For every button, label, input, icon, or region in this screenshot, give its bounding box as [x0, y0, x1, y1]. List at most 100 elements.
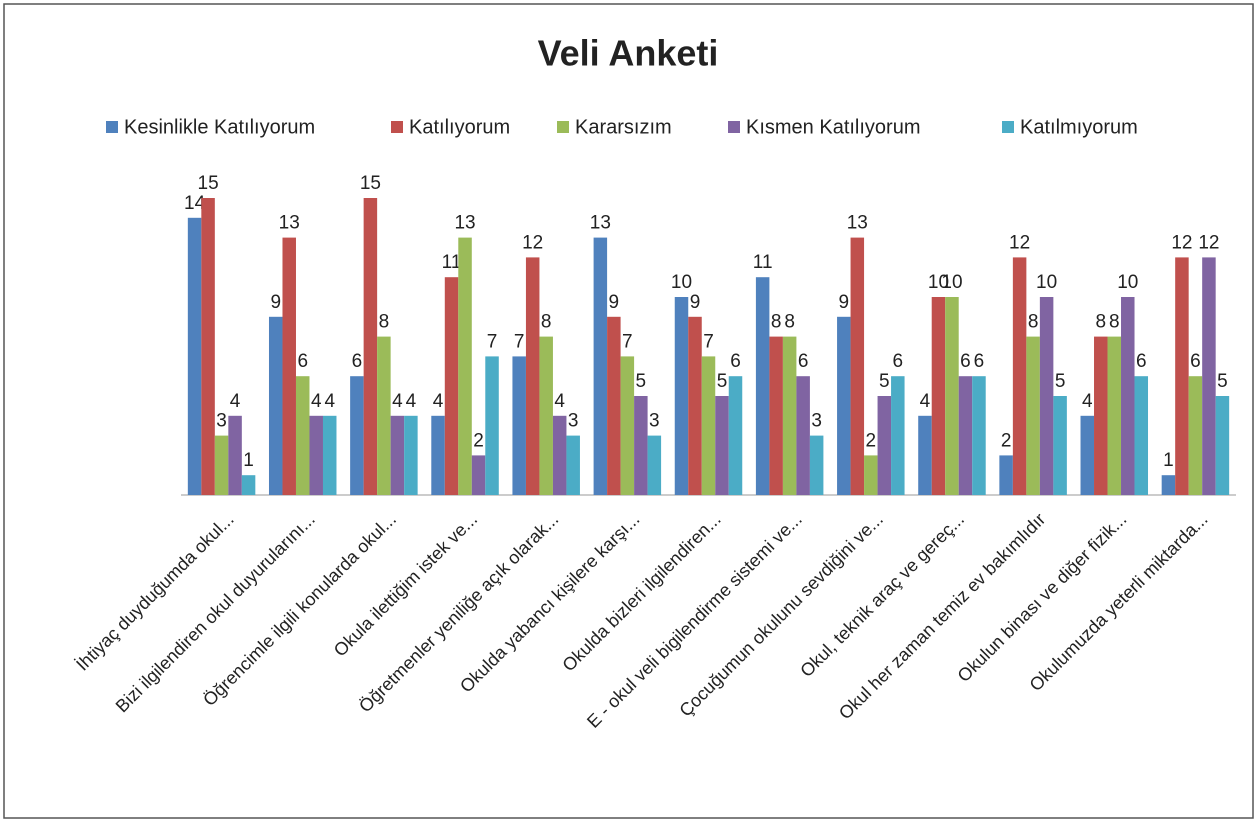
- value-label: 6: [974, 351, 985, 372]
- value-label: 6: [352, 351, 363, 372]
- value-label: 11: [753, 252, 773, 273]
- value-label: 4: [230, 391, 241, 412]
- bar: [958, 376, 973, 495]
- value-label: 8: [771, 312, 782, 333]
- value-label: 8: [1028, 312, 1039, 333]
- bar: [552, 415, 567, 495]
- value-label: 8: [1095, 312, 1106, 333]
- bar: [444, 277, 459, 495]
- bar: [782, 336, 797, 495]
- legend-swatch: [391, 121, 403, 133]
- legend-swatch: [557, 121, 569, 133]
- value-label: 15: [360, 173, 381, 194]
- bar: [1121, 297, 1135, 495]
- bar: [525, 257, 540, 495]
- bar: [282, 237, 296, 495]
- bar: [322, 415, 337, 495]
- value-label: 10: [1117, 272, 1138, 293]
- bar: [972, 376, 986, 495]
- value-label: 6: [960, 351, 971, 372]
- value-label: 2: [473, 430, 484, 451]
- bar: [769, 336, 783, 495]
- bar: [1039, 297, 1054, 495]
- bar: [1012, 257, 1027, 495]
- value-label: 12: [1198, 232, 1219, 253]
- value-label: 2: [866, 430, 877, 451]
- bar: [390, 415, 405, 495]
- bar: [485, 356, 499, 495]
- value-label: 12: [1009, 232, 1030, 253]
- value-label: 4: [554, 391, 565, 412]
- legend-label: Kesinlikle Katılıyorum: [124, 116, 315, 138]
- value-label: 5: [717, 371, 728, 392]
- bar: [877, 396, 892, 495]
- value-label: 13: [847, 213, 868, 234]
- value-label: 6: [297, 351, 308, 372]
- value-label: 10: [1036, 272, 1057, 293]
- bar: [701, 356, 716, 495]
- legend-label: Kısmen Katılıyorum: [746, 116, 921, 138]
- value-label: 10: [671, 272, 692, 293]
- value-label: 6: [730, 351, 741, 372]
- bar: [674, 297, 689, 495]
- legend-swatch: [728, 121, 740, 133]
- bar: [620, 356, 635, 495]
- value-label: 11: [442, 252, 462, 273]
- bar: [607, 316, 621, 495]
- value-label: 12: [522, 232, 543, 253]
- value-label: 6: [1136, 351, 1147, 372]
- value-label: 5: [1217, 371, 1228, 392]
- bar: [214, 435, 229, 495]
- value-label: 7: [622, 331, 633, 352]
- bar: [363, 198, 378, 495]
- bar: [1094, 336, 1108, 495]
- value-label: 10: [941, 272, 962, 293]
- value-label: 4: [433, 391, 444, 412]
- bar: [688, 316, 702, 495]
- bar: [539, 336, 553, 495]
- bar: [837, 316, 851, 495]
- bar: [404, 415, 418, 495]
- bar: [945, 297, 959, 495]
- bar: [1080, 415, 1095, 495]
- value-label: 8: [541, 312, 552, 333]
- value-label: 5: [636, 371, 647, 392]
- value-label: 9: [609, 292, 620, 313]
- legend-swatch: [1002, 121, 1014, 133]
- bar: [850, 237, 865, 495]
- bar: [809, 435, 824, 495]
- bar: [864, 455, 878, 495]
- bar: [999, 455, 1013, 495]
- value-label: 3: [568, 411, 579, 432]
- value-label: 8: [784, 312, 795, 333]
- bar: [647, 435, 662, 495]
- legend-label: Katılmıyorum: [1020, 116, 1138, 138]
- bar: [377, 336, 391, 495]
- value-label: 14: [184, 193, 206, 214]
- value-label: 4: [311, 391, 322, 412]
- chart-title: Veli Anketi: [538, 33, 719, 74]
- value-label: 13: [279, 213, 300, 234]
- value-label: 5: [1055, 371, 1066, 392]
- bar: [634, 396, 648, 495]
- value-label: 4: [1082, 391, 1093, 412]
- bar: [241, 475, 256, 495]
- bar: [1161, 475, 1176, 495]
- value-label: 8: [1109, 312, 1120, 333]
- value-label: 10: [928, 272, 949, 293]
- legend-label: Katılıyorum: [409, 116, 510, 138]
- legend-swatch: [106, 121, 118, 133]
- bar: [201, 198, 215, 495]
- bar: [931, 297, 946, 495]
- bar: [268, 316, 283, 495]
- bar: [891, 376, 905, 495]
- value-label: 7: [514, 331, 525, 352]
- value-label: 2: [1001, 430, 1012, 451]
- value-label: 3: [811, 411, 822, 432]
- legend-label: Kararsızım: [575, 116, 672, 138]
- value-label: 1: [1163, 450, 1174, 471]
- value-label: 5: [879, 371, 890, 392]
- bar: [431, 415, 445, 495]
- value-label: 6: [798, 351, 809, 372]
- value-label: 13: [454, 213, 475, 234]
